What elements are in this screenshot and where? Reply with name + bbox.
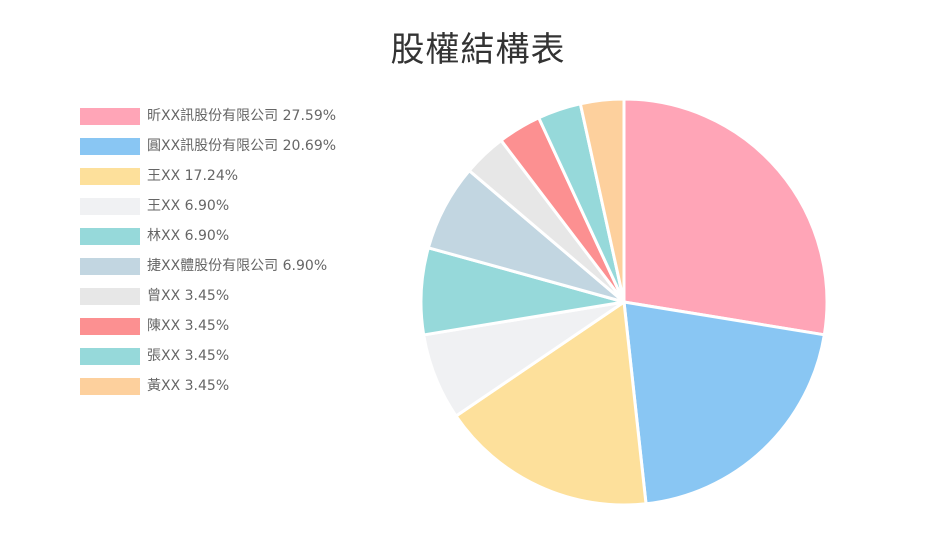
pie-slice[interactable]	[622, 300, 826, 506]
legend-item[interactable]: 圓XX訊股份有限公司 20.69%	[80, 138, 336, 168]
legend-swatch	[80, 228, 140, 245]
legend-swatch	[80, 108, 140, 125]
pie-slice[interactable]	[622, 97, 829, 337]
legend-label: 捷XX體股份有限公司 6.90%	[147, 258, 328, 274]
legend-item[interactable]: 林XX 6.90%	[80, 228, 336, 258]
legend-label: 王XX 17.24%	[147, 168, 239, 184]
legend-item[interactable]: 王XX 17.24%	[80, 168, 336, 198]
legend-label: 林XX 6.90%	[147, 228, 230, 244]
legend-swatch	[80, 168, 140, 185]
pie-slice[interactable]	[454, 300, 648, 507]
legend-swatch	[80, 198, 140, 215]
chart-title: 股權結構表	[390, 30, 566, 70]
legend-label: 張XX 3.45%	[147, 348, 230, 364]
legend-swatch	[80, 138, 140, 155]
legend-item[interactable]: 王XX 6.90%	[80, 198, 336, 228]
legend-swatch	[80, 258, 140, 275]
legend-swatch	[80, 318, 140, 335]
legend-swatch	[80, 348, 140, 365]
legend-item[interactable]: 黃XX 3.45%	[80, 378, 336, 408]
legend-swatch	[80, 378, 140, 395]
legend-item[interactable]: 昕XX訊股份有限公司 27.59%	[80, 108, 336, 138]
legend-label: 曾XX 3.45%	[147, 288, 230, 304]
legend: 昕XX訊股份有限公司 27.59% 圓XX訊股份有限公司 20.69% 王XX …	[80, 108, 336, 408]
legend-item[interactable]: 捷XX體股份有限公司 6.90%	[80, 258, 336, 288]
legend-label: 王XX 6.90%	[147, 198, 230, 214]
legend-item[interactable]: 曾XX 3.45%	[80, 288, 336, 318]
legend-label: 昕XX訊股份有限公司 27.59%	[147, 108, 337, 124]
legend-label: 黃XX 3.45%	[147, 378, 230, 394]
legend-label: 圓XX訊股份有限公司 20.69%	[147, 138, 337, 154]
pie-slice[interactable]	[578, 97, 626, 304]
legend-swatch	[80, 288, 140, 305]
legend-item[interactable]: 陳XX 3.45%	[80, 318, 336, 348]
legend-label: 陳XX 3.45%	[147, 318, 230, 334]
legend-item[interactable]: 張XX 3.45%	[80, 348, 336, 378]
